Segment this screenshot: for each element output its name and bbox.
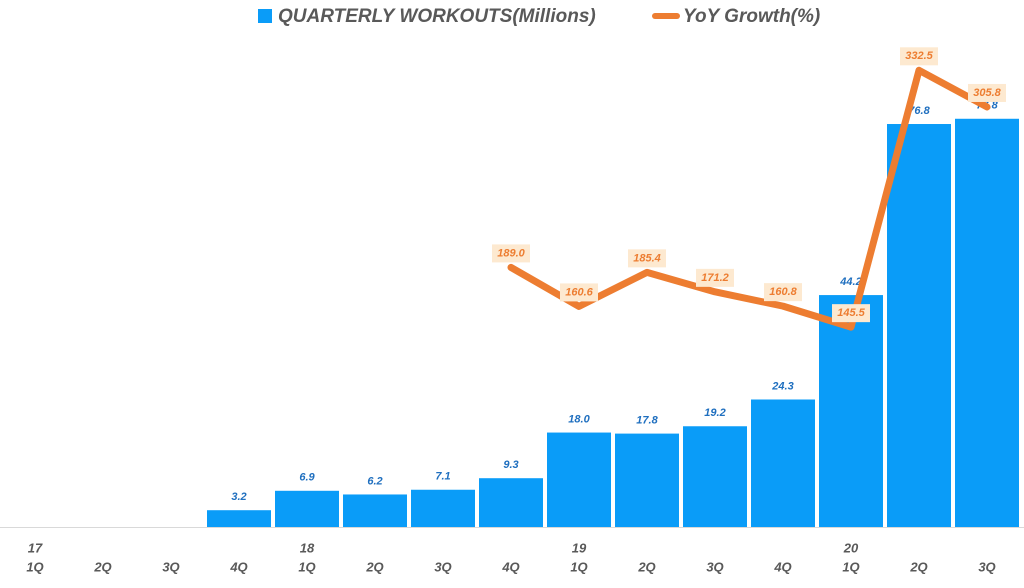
label-box: [696, 268, 734, 287]
x-year-label: 17: [28, 540, 43, 555]
x-tick-label: 1Q: [26, 559, 43, 574]
legend-label: YoY Growth(%): [683, 6, 820, 27]
line-value-label: 171.2: [696, 268, 734, 287]
bar: [343, 494, 407, 527]
x-tick-label: 2Q: [93, 559, 111, 574]
x-tick-label: 4Q: [501, 559, 519, 574]
bar: [819, 295, 883, 527]
line-value-label: 189.0: [492, 244, 530, 263]
line-value-text: 305.8: [973, 87, 1001, 99]
x-year-label: 19: [572, 540, 587, 555]
bar-value-label: 76.8: [908, 105, 930, 117]
x-tick-label: 2Q: [909, 559, 927, 574]
bar: [479, 478, 543, 527]
bar-value-label: 6.2: [367, 475, 382, 487]
line-value-label: 145.5: [832, 304, 870, 323]
x-tick-label: 4Q: [229, 559, 247, 574]
bar-value-label: 17.8: [636, 415, 658, 427]
x-tick-label: 2Q: [365, 559, 383, 574]
line-value-text: 171.2: [701, 272, 729, 284]
bar: [547, 432, 611, 527]
bar: [411, 489, 475, 527]
x-year-label: 20: [843, 540, 859, 555]
bar-value-label: 9.3: [503, 459, 518, 471]
x-tick-label: 3Q: [162, 559, 179, 574]
x-tick-label: 1Q: [842, 559, 859, 574]
line-value-text: 145.5: [837, 307, 865, 319]
bar-value-label: 19.2: [704, 407, 725, 419]
label-box: [832, 304, 870, 323]
label-box: [900, 47, 938, 66]
label-box: [968, 83, 1006, 102]
bar: [207, 510, 271, 527]
bar: [275, 490, 339, 527]
x-tick-label: 4Q: [773, 559, 791, 574]
legend-label: QUARTERLY WORKOUTS(Millions): [278, 6, 596, 27]
bar-value-label: 18.0: [568, 413, 590, 425]
bar-value-label: 24.3: [771, 380, 793, 392]
bar-value-label: 3.2: [231, 491, 246, 503]
label-box: [560, 283, 598, 302]
line-value-text: 160.6: [565, 286, 593, 298]
bar: [751, 399, 815, 527]
bar-value-label: 7.1: [435, 471, 450, 483]
line-value-label: 305.8: [968, 83, 1006, 102]
x-tick-label: 2Q: [637, 559, 655, 574]
line-value-text: 332.5: [905, 50, 933, 62]
line-value-text: 185.4: [633, 252, 661, 264]
x-tick-label: 1Q: [570, 559, 587, 574]
legend-swatch: [258, 9, 272, 23]
label-box: [628, 249, 666, 268]
line-value-label: 185.4: [628, 249, 666, 268]
x-tick-label: 3Q: [434, 559, 451, 574]
bar-value-label: 44.2: [839, 276, 861, 288]
line-value-text: 160.8: [769, 286, 797, 298]
line-value-label: 160.8: [764, 283, 802, 302]
x-tick-label: 1Q: [298, 559, 315, 574]
label-box: [764, 283, 802, 302]
bar: [955, 118, 1019, 527]
label-box: [492, 244, 530, 263]
x-tick-label: 3Q: [706, 559, 723, 574]
x-tick-label: 3Q: [978, 559, 995, 574]
bar: [683, 426, 747, 527]
line-value-text: 189.0: [497, 247, 525, 259]
line-value-label: 160.6: [560, 283, 598, 302]
x-year-label: 18: [300, 540, 315, 555]
bar: [615, 433, 679, 527]
bar: [887, 124, 951, 527]
bar-value-label: 6.9: [299, 472, 315, 484]
line-value-label: 332.5: [900, 47, 938, 66]
